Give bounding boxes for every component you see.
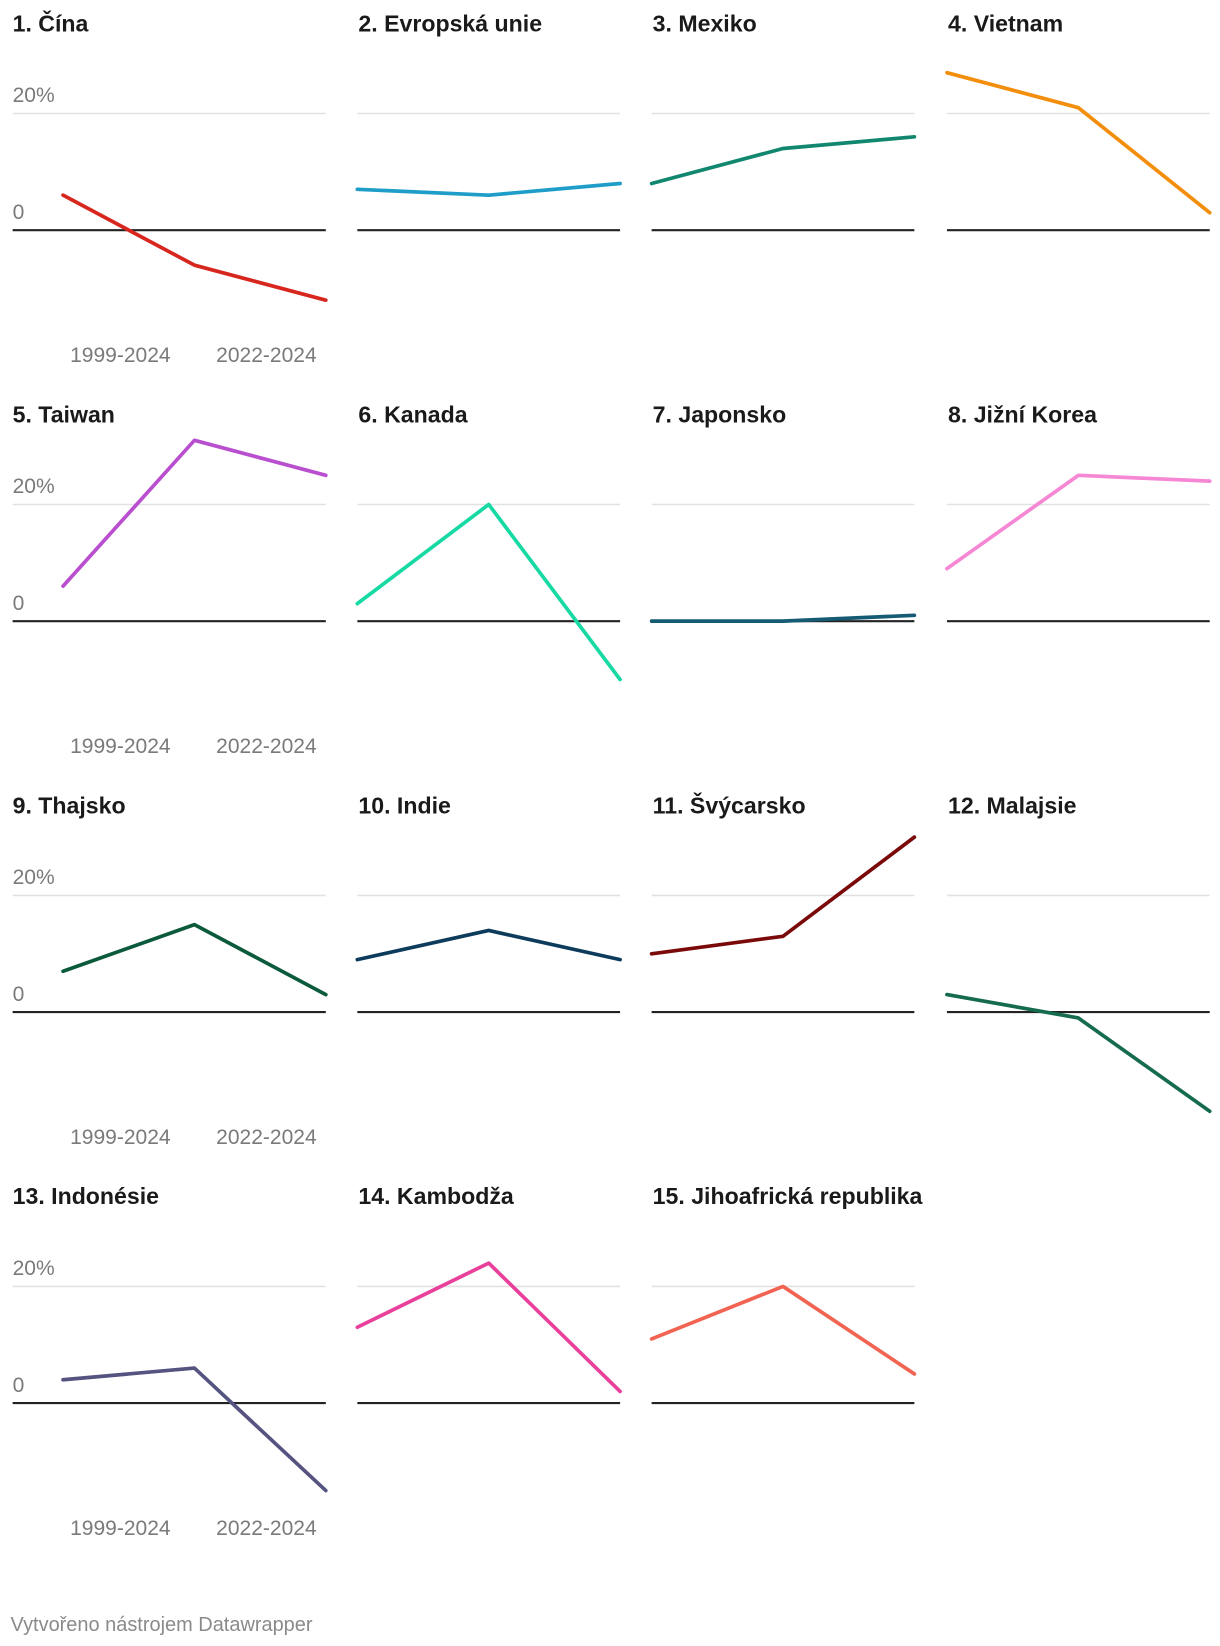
data-line [355, 502, 622, 682]
panel-title: 6. Kanada [358, 401, 467, 427]
data-line [649, 1284, 917, 1376]
panel-title: 2. Evropská unie [358, 10, 542, 36]
panel-title: 4. Vietnam [948, 10, 1063, 36]
data-line [945, 992, 1212, 1114]
data-line [945, 473, 1212, 571]
data-line [61, 438, 328, 588]
panel-title: 7. Japonsko [653, 401, 787, 427]
panel-title: 15. Jihoafrická republika [653, 1183, 923, 1209]
data-line [355, 181, 622, 198]
panel-title: 11. Švýcarsko [653, 791, 806, 818]
footer: Vytvořeno nástrojem Datawrapper [11, 1614, 313, 1636]
panel-title: 13. Indonésie [13, 1183, 160, 1209]
panel-title: 3. Mexiko [653, 10, 757, 36]
panel-title: 5. Taiwan [13, 401, 115, 427]
x-label: 1999-2024 [70, 344, 171, 367]
y-tick-label: 0 [13, 983, 25, 1006]
data-line [945, 70, 1212, 215]
panel-title: 10. Indie [358, 792, 451, 818]
y-tick-label: 20% [13, 1257, 55, 1280]
y-tick-label: 0 [13, 592, 25, 615]
y-tick-label: 0 [13, 201, 25, 224]
y-tick-label: 0 [13, 1374, 25, 1397]
data-line [649, 835, 917, 956]
data-line [61, 1366, 328, 1493]
panel-title: 1. Čína [13, 9, 89, 36]
x-label: 2022-2024 [216, 1126, 317, 1149]
x-label: 1999-2024 [70, 1126, 171, 1149]
data-line [355, 928, 622, 962]
data-line [61, 193, 328, 303]
data-line [61, 922, 328, 997]
y-tick-label: 20% [13, 84, 55, 107]
data-line [355, 1261, 622, 1394]
data-line [649, 135, 917, 186]
y-tick-label: 20% [13, 866, 55, 889]
panel-title: 8. Jižní Korea [948, 401, 1097, 427]
x-label: 1999-2024 [70, 1517, 171, 1540]
x-label: 2022-2024 [216, 735, 317, 758]
panel-title: 12. Malajsie [948, 792, 1077, 818]
x-label: 2022-2024 [216, 344, 317, 367]
panel-title: 14. Kambodža [358, 1183, 514, 1209]
chart-body: 1. Čína 2. Evropská unie 3. Mexiko 4. Vietn… [11, 9, 1212, 1636]
x-label: 1999-2024 [70, 735, 171, 758]
data-line [649, 613, 917, 623]
panel-title: 9. Thajsko [13, 792, 126, 818]
y-tick-label: 20% [13, 475, 55, 498]
x-label: 2022-2024 [216, 1517, 317, 1540]
